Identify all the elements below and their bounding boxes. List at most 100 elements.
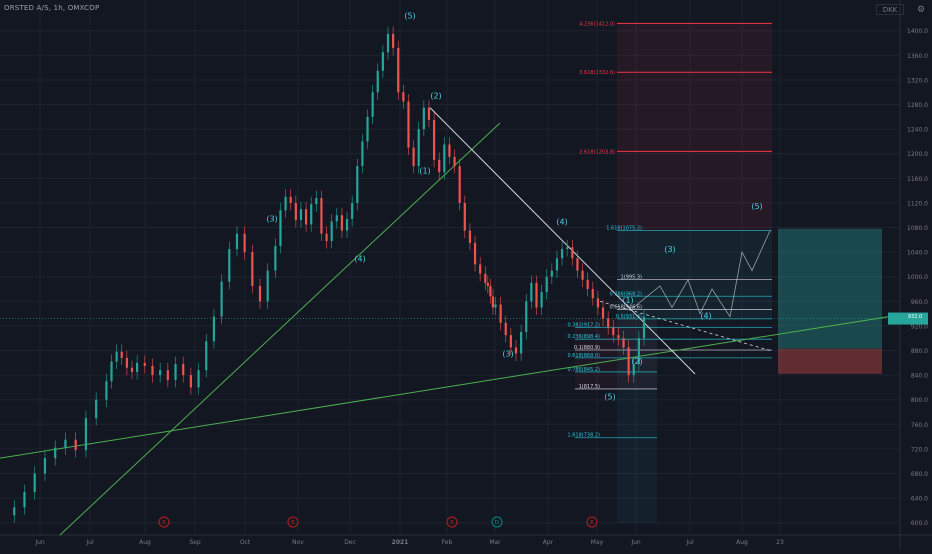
candle-body bbox=[530, 282, 533, 302]
candle-body bbox=[504, 322, 507, 336]
candle-body bbox=[13, 507, 16, 516]
x-tick-label: Sep bbox=[189, 539, 201, 546]
candle-body bbox=[315, 198, 318, 205]
candle-body bbox=[601, 307, 605, 319]
candle-body bbox=[386, 33, 390, 53]
candle-body bbox=[642, 316, 646, 339]
y-tick-label: 880.0 bbox=[911, 348, 928, 355]
candle-body bbox=[84, 418, 88, 451]
currency-box[interactable]: DKK bbox=[876, 4, 904, 15]
y-tick-label: 1200.0 bbox=[907, 151, 928, 158]
candle-body bbox=[381, 52, 384, 71]
candle-body bbox=[632, 364, 635, 376]
candle-body bbox=[54, 447, 57, 459]
event-marker-circle bbox=[446, 516, 458, 528]
y-tick-label: 800.0 bbox=[911, 397, 928, 404]
candle-body bbox=[397, 47, 400, 93]
wave-label: (5) bbox=[404, 11, 415, 20]
candle-body bbox=[243, 233, 246, 253]
candle-body bbox=[228, 249, 231, 282]
fib-label-cyan: 0.382(917.2) bbox=[567, 323, 600, 329]
candle-body bbox=[320, 198, 323, 234]
wave-label: (2) bbox=[430, 91, 441, 100]
candle-body bbox=[284, 196, 287, 211]
candle-body bbox=[545, 276, 548, 293]
y-tick-label: 1040.0 bbox=[907, 250, 928, 257]
trendline-white bbox=[429, 107, 696, 375]
candle-body bbox=[622, 338, 625, 348]
candle-body bbox=[115, 351, 118, 362]
candle-body bbox=[448, 144, 451, 157]
candle-body bbox=[468, 230, 472, 243]
x-tick-label: Jun bbox=[630, 539, 641, 546]
candle-body bbox=[189, 375, 192, 388]
candle-body bbox=[325, 233, 328, 242]
x-tick-label: Aug bbox=[736, 539, 748, 546]
price-tag-label: 932.0 bbox=[908, 314, 922, 320]
wave-label: (1) bbox=[419, 166, 430, 175]
price-tag-box-right bbox=[902, 312, 928, 325]
candle-body bbox=[479, 264, 482, 274]
candle-body bbox=[535, 282, 538, 308]
candle-body bbox=[345, 218, 349, 231]
x-tick-label: Nov bbox=[292, 539, 304, 546]
candle-body bbox=[125, 357, 128, 368]
candle-body bbox=[458, 166, 461, 203]
candle-body bbox=[371, 92, 374, 117]
candle-body bbox=[310, 204, 313, 225]
candle-body bbox=[110, 361, 113, 382]
candle-body bbox=[499, 304, 502, 323]
candle-body bbox=[279, 210, 282, 246]
x-tick-label: 23 bbox=[776, 539, 784, 546]
candle-body bbox=[251, 252, 254, 286]
candle-body bbox=[304, 209, 308, 225]
wave-label: (2) bbox=[631, 357, 642, 366]
candle-body bbox=[220, 281, 223, 317]
x-tick-label: Dec bbox=[344, 539, 356, 546]
candle-body bbox=[266, 270, 269, 302]
wave-label: (3) bbox=[266, 214, 277, 223]
fib-label-cyan: 0.618(946.6) bbox=[609, 305, 642, 311]
candle-body bbox=[489, 285, 492, 297]
y-tick-label: 1400.0 bbox=[907, 28, 928, 35]
x-tick-label: Jul bbox=[685, 539, 694, 546]
settings-icon[interactable]: ⚙ bbox=[916, 5, 926, 15]
y-tick-label: 840.0 bbox=[911, 373, 928, 380]
candle-body bbox=[64, 439, 67, 448]
event-marker-label: E bbox=[590, 520, 594, 526]
candle-body bbox=[289, 196, 292, 203]
candle-body bbox=[453, 156, 456, 167]
fib-label-red: 4.236(1412.0) bbox=[579, 21, 615, 27]
wave-label: (4) bbox=[354, 254, 365, 263]
x-tick-label: Jul bbox=[85, 539, 94, 546]
fib-label-cyan: 0.1(880.9) bbox=[574, 345, 600, 351]
candle-body bbox=[392, 33, 395, 48]
y-tick-label: 960.0 bbox=[911, 299, 928, 306]
candle-body bbox=[95, 399, 98, 419]
candle-body bbox=[484, 273, 487, 283]
candle-body bbox=[427, 107, 431, 120]
candle-body bbox=[166, 370, 169, 381]
candle-body bbox=[299, 209, 303, 221]
candle-body bbox=[540, 292, 543, 308]
candle-body bbox=[212, 316, 216, 342]
candle-body bbox=[33, 473, 36, 492]
candle-body bbox=[330, 221, 333, 242]
candle-body bbox=[422, 107, 425, 130]
candle-body bbox=[143, 362, 146, 366]
candle-body bbox=[443, 144, 446, 173]
fib-label-red: 3.618(1332.6) bbox=[579, 70, 615, 76]
event-marker-circle bbox=[287, 516, 299, 528]
y-tick-label: 1360.0 bbox=[907, 53, 928, 60]
y-tick-label: 1240.0 bbox=[907, 127, 928, 134]
x-tick-label: Aug bbox=[139, 539, 151, 546]
fib-label-cyan: 1.618(1075.2) bbox=[606, 225, 642, 231]
chart-title: ORSTED A/S, 1h, OMXCOP bbox=[4, 4, 100, 12]
candle-body bbox=[550, 270, 553, 277]
y-tick-label: 1280.0 bbox=[907, 102, 928, 109]
candle-body bbox=[23, 491, 26, 508]
candle-body bbox=[576, 258, 579, 271]
